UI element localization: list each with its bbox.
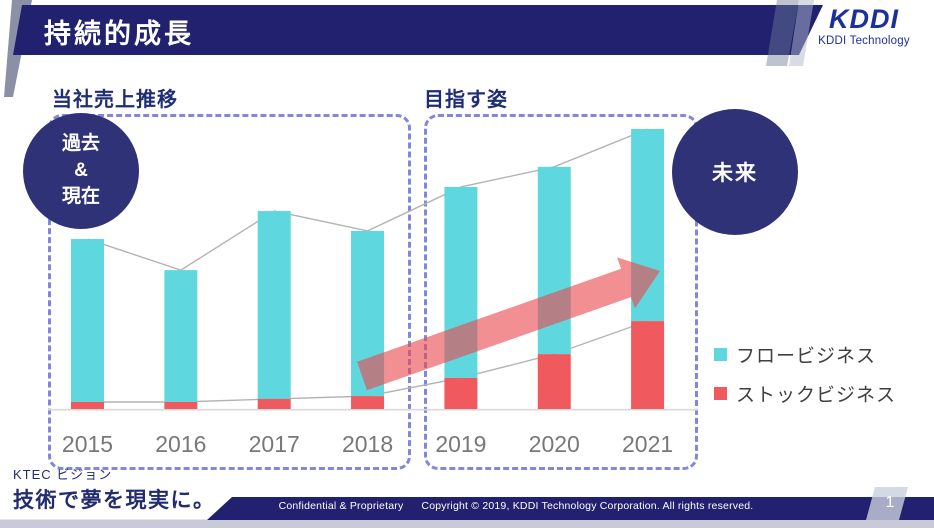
bottom-strip: [0, 519, 934, 528]
growth-arrow: [357, 257, 660, 391]
year-label-2017: 2017: [249, 431, 300, 457]
ktec-vision: KTEC ビジョン 技術で夢を現実に。: [13, 464, 216, 514]
year-label-2016: 2016: [155, 431, 206, 457]
header-accent-stripe-dark: [766, 0, 799, 66]
future-circle: 未来: [672, 109, 798, 235]
bar-stock-2020: [537, 354, 571, 409]
future-group-box: [424, 114, 698, 470]
footer-copyright: Copyright © 2019, KDDI Technology Corpor…: [421, 500, 754, 512]
bar-stock-2018: [351, 396, 385, 409]
bar-stock-2017: [257, 398, 291, 409]
year-label-2015: 2015: [62, 431, 113, 457]
year-label-2020: 2020: [529, 431, 580, 457]
kddi-logo: KDDI KDDI Technology: [799, 4, 929, 48]
page-number: 1: [885, 494, 895, 511]
legend-label-flow: フロービジネス: [736, 346, 877, 367]
header-accent-stripe-light: [789, 0, 814, 66]
footer-bar: [207, 497, 934, 520]
legend-swatch-flow-icon: [714, 348, 727, 361]
bar-flow-2016: [164, 270, 198, 402]
legend-swatch-stock-icon: [714, 387, 727, 400]
past-present-group-box: [48, 114, 411, 470]
bar-stock-2019: [444, 377, 478, 409]
legend-label-stock: ストックビジネス: [736, 385, 897, 406]
year-label-2019: 2019: [435, 431, 486, 457]
slide-title: 持続的成長: [44, 19, 194, 49]
bar-flow-2015: [71, 239, 104, 402]
section-label-target: 目指す姿: [424, 89, 508, 111]
bar-stock-2015: [71, 402, 104, 409]
page-number-tab: [866, 487, 908, 520]
kddi-logo-wordmark: KDDI: [829, 4, 899, 34]
bar-stock-2016: [164, 402, 198, 409]
section-label-sales-trend: 当社売上推移: [52, 89, 178, 111]
year-label-2021: 2021: [622, 431, 673, 457]
year-label-2018: 2018: [342, 431, 393, 457]
legend-item-flow: フロービジネス: [714, 341, 896, 368]
kddi-logo-subtitle: KDDI Technology: [818, 35, 910, 47]
bar-stock-2021: [631, 321, 665, 409]
ktec-vision-slogan: 技術で夢を現実に。: [13, 488, 216, 512]
past-present-circle: 過去 & 現在: [23, 113, 139, 229]
footer-confidential: Confidential & Proprietary: [278, 500, 404, 512]
legend-item-stock: ストックビジネス: [714, 380, 896, 407]
header-bar: [13, 5, 823, 55]
bar-flow-2017: [257, 211, 291, 399]
chart-legend: フロービジネス ストックビジネス: [714, 341, 896, 407]
footer-legal: Confidential & Proprietary Copyright © 2…: [206, 500, 934, 512]
ktec-vision-label: KTEC ビジョン: [13, 467, 113, 482]
